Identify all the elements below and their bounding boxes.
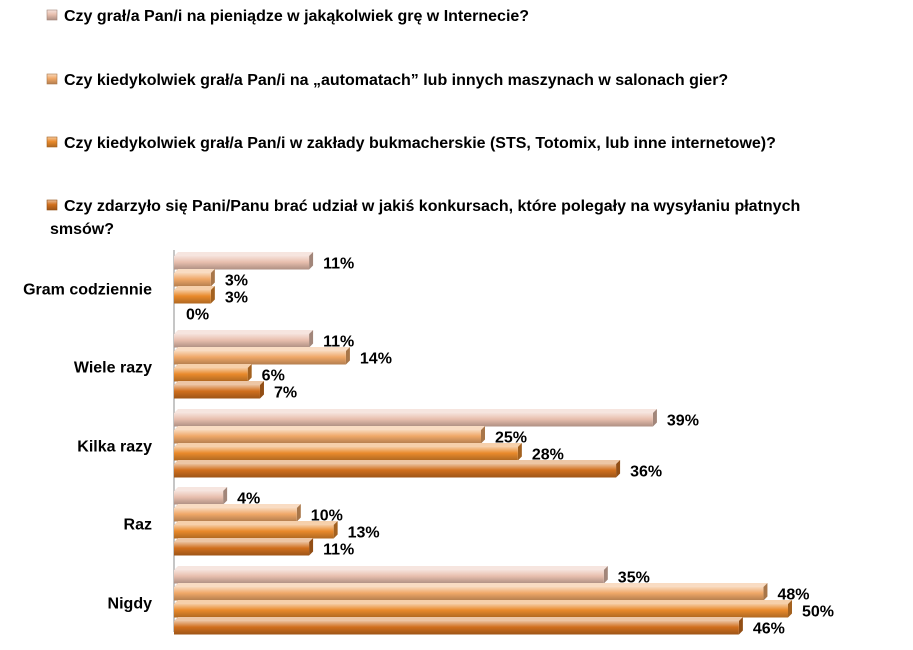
bar-side — [616, 460, 621, 478]
bar-top — [174, 617, 743, 621]
data-label: 11% — [323, 542, 354, 559]
bar-top — [174, 269, 215, 273]
bar-top — [174, 286, 215, 290]
bar — [174, 542, 310, 556]
bar-top — [174, 521, 338, 525]
category-label: Kilka razy — [77, 438, 152, 455]
bar — [174, 508, 297, 522]
bar-top — [174, 487, 228, 491]
data-label: 3% — [225, 290, 248, 307]
bar — [174, 604, 788, 618]
legend-swatch-2 — [46, 73, 58, 85]
bar-side — [763, 583, 768, 601]
bar-top — [174, 538, 314, 542]
bar-top — [174, 409, 657, 413]
bar-side — [259, 381, 264, 399]
data-label: 35% — [618, 570, 650, 587]
category-label: Gram codziennie — [23, 281, 152, 298]
category-label: Raz — [124, 516, 152, 533]
bar — [174, 334, 310, 348]
bar-top — [174, 600, 792, 604]
bar-top — [174, 252, 314, 256]
bar-side — [296, 504, 301, 522]
bar — [174, 464, 617, 478]
legend-swatch-3 — [46, 136, 58, 148]
bar-side — [738, 617, 743, 635]
plot-area: Gram codziennie 11% 3%3% 0% Wiele razy 11% 14%… — [23, 250, 834, 638]
legend-swatch-1 — [46, 9, 58, 21]
bar — [174, 570, 604, 584]
data-label: 14% — [360, 351, 392, 368]
bar — [174, 447, 518, 461]
bar — [174, 525, 334, 539]
bar-top — [174, 330, 314, 334]
data-label: 36% — [630, 464, 662, 481]
bar-side — [652, 409, 657, 427]
bar-side — [309, 538, 314, 556]
bar-side — [345, 347, 350, 365]
data-label: 6% — [262, 368, 285, 385]
bar-side — [517, 443, 522, 461]
data-label: 25% — [495, 430, 527, 447]
bar-top — [174, 583, 768, 587]
data-label: 7% — [274, 385, 297, 402]
bar — [174, 273, 211, 287]
bar-side — [210, 286, 215, 304]
bar-top — [174, 443, 522, 447]
bar — [174, 587, 764, 601]
bar-top — [174, 426, 485, 430]
bar-side — [788, 600, 792, 618]
data-label: 13% — [348, 525, 380, 542]
data-label: 39% — [667, 413, 699, 430]
bar — [174, 621, 739, 635]
data-label: 11% — [323, 256, 354, 273]
bar-side — [603, 566, 608, 584]
data-label: 48% — [777, 587, 809, 604]
bar — [174, 430, 481, 444]
data-label: 3% — [225, 273, 248, 290]
data-label: 4% — [237, 491, 260, 508]
legend: Czy grał/a Pan/i na pieniądze w jakąkolw… — [46, 8, 800, 238]
bar-side — [309, 330, 314, 348]
legend-label-4: Czy zdarzyło się Pani/Panu brać udział w… — [50, 198, 800, 238]
bar — [174, 351, 346, 365]
legend-label-3: Czy kiedykolwiek grał/a Pan/i w zakłady … — [64, 135, 776, 152]
bar-top — [174, 364, 252, 368]
bar-side — [247, 364, 252, 382]
data-label: 11% — [323, 334, 354, 351]
legend-label-1: Czy grał/a Pan/i na pieniądze w jakąkolw… — [64, 8, 529, 25]
data-label: 0% — [186, 307, 209, 324]
bar — [174, 491, 224, 505]
bar — [174, 385, 260, 399]
bar-top — [174, 460, 621, 464]
legend-swatch-4 — [46, 199, 58, 211]
data-label: 50% — [802, 604, 834, 621]
legend-label-2: Czy kiedykolwiek grał/a Pan/i na „automa… — [64, 72, 728, 89]
bar-top — [174, 381, 264, 385]
bar-side — [223, 487, 228, 505]
bar-side — [309, 252, 314, 270]
bar-side — [481, 426, 485, 444]
bar-top — [174, 566, 608, 570]
bar-side — [333, 521, 338, 539]
bar — [174, 290, 211, 304]
data-label: 46% — [753, 621, 785, 638]
category-label: Nigdy — [108, 595, 153, 612]
data-label: 10% — [311, 508, 343, 525]
data-label: 28% — [532, 447, 564, 464]
category-label: Wiele razy — [74, 359, 152, 376]
bar — [174, 256, 310, 270]
bar-side — [210, 269, 215, 287]
bar — [174, 368, 248, 382]
bar-top — [174, 347, 350, 351]
bar — [174, 413, 653, 427]
bar-top — [174, 504, 301, 508]
